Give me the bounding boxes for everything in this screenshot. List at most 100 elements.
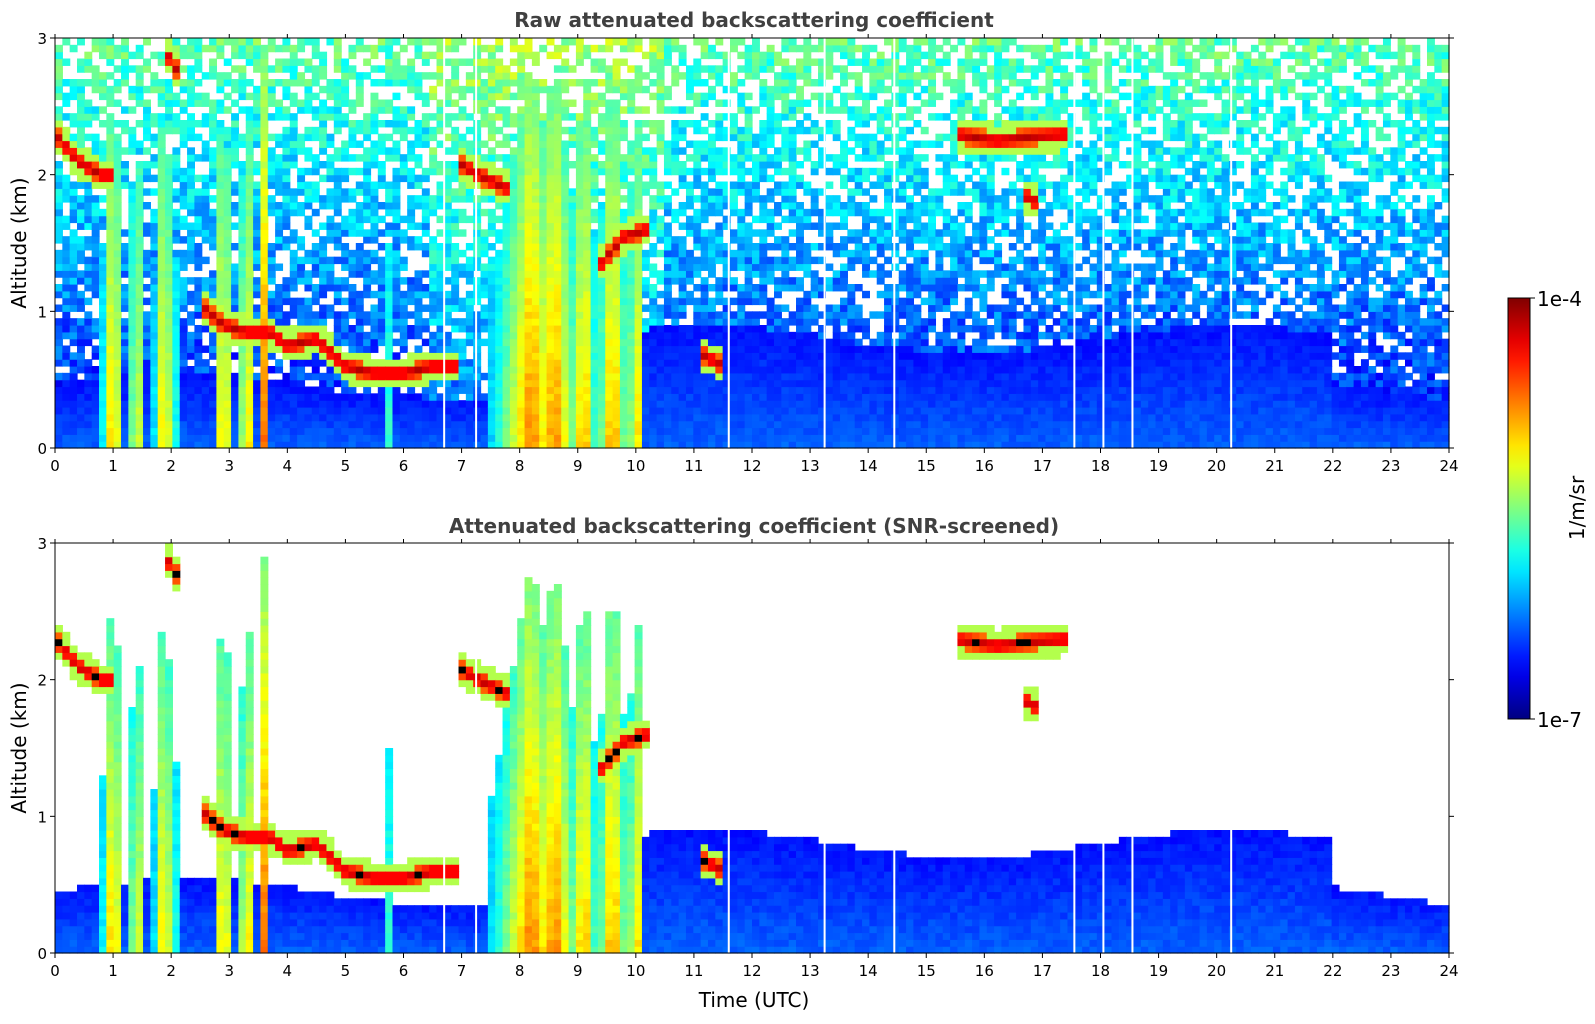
heatmap-cell bbox=[752, 387, 760, 394]
heatmap-cell bbox=[158, 195, 166, 202]
heatmap-cell bbox=[407, 373, 415, 380]
heatmap-cell bbox=[686, 86, 694, 93]
heatmap-cell bbox=[510, 441, 518, 448]
heatmap-cell bbox=[378, 182, 386, 189]
heatmap-cell bbox=[378, 434, 386, 441]
heatmap-cell bbox=[591, 311, 599, 318]
heatmap-cell bbox=[642, 86, 650, 93]
heatmap-cell bbox=[539, 79, 547, 86]
heatmap-cell bbox=[730, 332, 738, 339]
heatmap-cell bbox=[576, 339, 584, 346]
heatmap-cell bbox=[620, 250, 628, 257]
heatmap-cell bbox=[334, 243, 342, 250]
heatmap-cell bbox=[679, 168, 687, 175]
heatmap-cell bbox=[525, 120, 533, 127]
heatmap-cell bbox=[664, 428, 672, 435]
heatmap-cell bbox=[657, 339, 665, 346]
heatmap-cell bbox=[62, 134, 70, 141]
heatmap-cell bbox=[422, 38, 430, 45]
heatmap-cell bbox=[400, 441, 408, 448]
heatmap-cell bbox=[165, 325, 173, 332]
heatmap-cell bbox=[216, 134, 224, 141]
heatmap-cell bbox=[143, 113, 151, 120]
heatmap-cell bbox=[657, 127, 665, 134]
heatmap-cell bbox=[598, 264, 606, 271]
heatmap-cell bbox=[671, 38, 679, 45]
heatmap-cell bbox=[473, 216, 481, 223]
heatmap-cell bbox=[209, 352, 217, 359]
heatmap-cell bbox=[481, 305, 489, 312]
heatmap-cell bbox=[664, 373, 672, 380]
heatmap-cell bbox=[99, 270, 107, 277]
heatmap-cell bbox=[532, 414, 540, 421]
heatmap-cell bbox=[671, 428, 679, 435]
heatmap-cell bbox=[627, 291, 635, 298]
heatmap-cell bbox=[715, 120, 723, 127]
heatmap-cell bbox=[55, 113, 63, 120]
heatmap-cell bbox=[466, 79, 474, 86]
heatmap-cell bbox=[708, 264, 716, 271]
heatmap-cell bbox=[356, 346, 364, 353]
heatmap-cell bbox=[55, 284, 63, 291]
heatmap-cell bbox=[737, 147, 745, 154]
heatmap-cell bbox=[591, 434, 599, 441]
heatmap-cell bbox=[510, 332, 518, 339]
heatmap-cell bbox=[106, 229, 114, 236]
heatmap-cell bbox=[583, 229, 591, 236]
heatmap-cell bbox=[319, 250, 327, 257]
heatmap-cell bbox=[627, 141, 635, 148]
heatmap-cell bbox=[136, 79, 144, 86]
heatmap-cell bbox=[451, 59, 459, 66]
heatmap-cell bbox=[290, 257, 298, 264]
heatmap-cell bbox=[172, 318, 180, 325]
heatmap-cell bbox=[84, 209, 92, 216]
heatmap-cell bbox=[737, 257, 745, 264]
heatmap-cell bbox=[708, 434, 716, 441]
heatmap-cell bbox=[510, 229, 518, 236]
heatmap-cell bbox=[392, 277, 400, 284]
heatmap-cell bbox=[290, 298, 298, 305]
heatmap-cell bbox=[172, 421, 180, 428]
heatmap-cell bbox=[150, 332, 158, 339]
heatmap-cell bbox=[539, 45, 547, 52]
heatmap-cell bbox=[319, 236, 327, 243]
heatmap-cell bbox=[715, 311, 723, 318]
heatmap-cell bbox=[216, 141, 224, 148]
heatmap-cell bbox=[385, 298, 393, 305]
heatmap-cell bbox=[649, 373, 657, 380]
heatmap-cell bbox=[591, 380, 599, 387]
heatmap-cell bbox=[517, 380, 525, 387]
heatmap-cell bbox=[642, 291, 650, 298]
heatmap-cell bbox=[290, 127, 298, 134]
heatmap-cell bbox=[172, 250, 180, 257]
heatmap-cell bbox=[495, 407, 503, 414]
heatmap-cell bbox=[128, 441, 136, 448]
heatmap-cell bbox=[642, 182, 650, 189]
heatmap-cell bbox=[238, 52, 246, 59]
heatmap-cell bbox=[348, 407, 356, 414]
heatmap-cell bbox=[554, 168, 562, 175]
heatmap-cell bbox=[246, 352, 254, 359]
heatmap-cell bbox=[341, 216, 349, 223]
heatmap-cell bbox=[378, 305, 386, 312]
heatmap-cell bbox=[503, 113, 511, 120]
heatmap-cell bbox=[781, 318, 789, 325]
heatmap-cell bbox=[106, 175, 114, 182]
heatmap-cell bbox=[128, 270, 136, 277]
heatmap-cell bbox=[693, 120, 701, 127]
heatmap-cell bbox=[459, 188, 467, 195]
heatmap-cell bbox=[216, 243, 224, 250]
heatmap-cell bbox=[503, 250, 511, 257]
heatmap-cell bbox=[238, 257, 246, 264]
heatmap-cell bbox=[671, 257, 679, 264]
heatmap-cell bbox=[686, 188, 694, 195]
heatmap-cell bbox=[598, 45, 606, 52]
heatmap-cell bbox=[202, 154, 210, 161]
heatmap-cell bbox=[400, 161, 408, 168]
heatmap-cell bbox=[275, 332, 283, 339]
heatmap-cell bbox=[297, 79, 305, 86]
heatmap-cell bbox=[326, 38, 334, 45]
heatmap-cell bbox=[158, 434, 166, 441]
heatmap-cell bbox=[392, 291, 400, 298]
heatmap-cell bbox=[532, 359, 540, 366]
